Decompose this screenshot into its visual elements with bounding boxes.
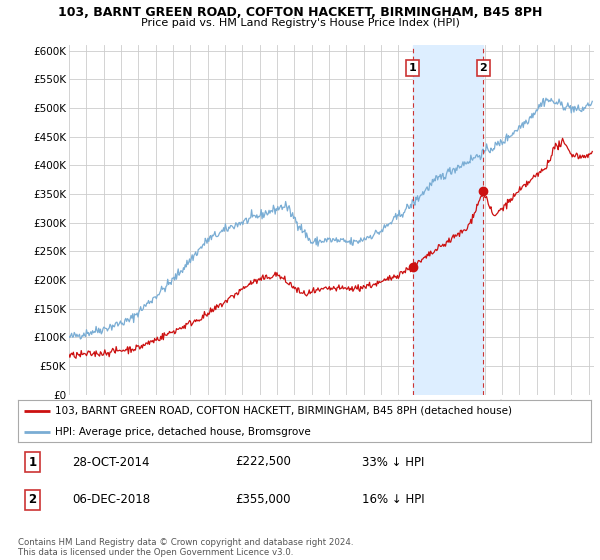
Text: 16% ↓ HPI: 16% ↓ HPI xyxy=(362,493,424,506)
Text: 28-OCT-2014: 28-OCT-2014 xyxy=(73,455,150,469)
Text: Price paid vs. HM Land Registry's House Price Index (HPI): Price paid vs. HM Land Registry's House … xyxy=(140,18,460,28)
Bar xyxy=(413,45,484,395)
Text: £222,500: £222,500 xyxy=(236,455,292,469)
Text: 1: 1 xyxy=(28,455,37,469)
Text: 06-DEC-2018: 06-DEC-2018 xyxy=(73,493,151,506)
Text: 2: 2 xyxy=(28,493,37,506)
Text: 103, BARNT GREEN ROAD, COFTON HACKETT, BIRMINGHAM, B45 8PH: 103, BARNT GREEN ROAD, COFTON HACKETT, B… xyxy=(58,6,542,18)
Text: HPI: Average price, detached house, Bromsgrove: HPI: Average price, detached house, Brom… xyxy=(55,427,311,437)
Text: 103, BARNT GREEN ROAD, COFTON HACKETT, BIRMINGHAM, B45 8PH (detached house): 103, BARNT GREEN ROAD, COFTON HACKETT, B… xyxy=(55,406,512,416)
Text: £355,000: £355,000 xyxy=(236,493,291,506)
Text: 2: 2 xyxy=(479,63,487,73)
Text: Contains HM Land Registry data © Crown copyright and database right 2024.
This d: Contains HM Land Registry data © Crown c… xyxy=(18,538,353,557)
Text: 1: 1 xyxy=(409,63,416,73)
Text: 33% ↓ HPI: 33% ↓ HPI xyxy=(362,455,424,469)
